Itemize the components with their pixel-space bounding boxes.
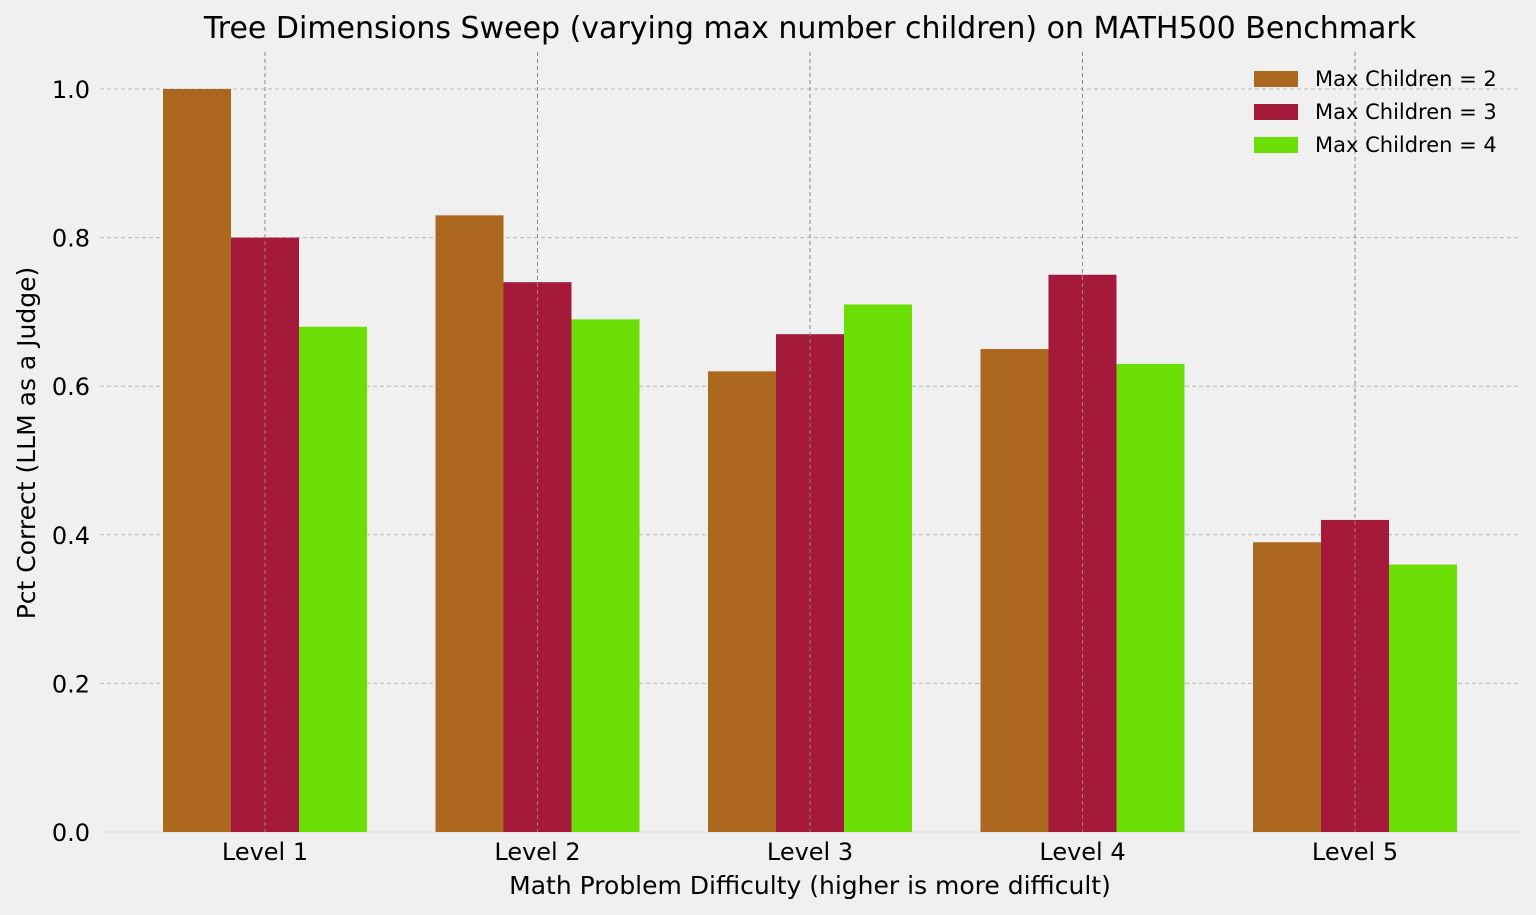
bar-2-children-level-1	[163, 89, 231, 832]
x-tick-label: Level 2	[494, 838, 580, 866]
bar-4-children-level-5	[1389, 564, 1457, 832]
x-tick-label: Level 3	[767, 838, 853, 866]
y-tick-label: 0.4	[52, 522, 90, 550]
y-tick-labels: 0.0 0.2 0.4 0.6 0.8 1.0	[52, 76, 90, 847]
bar-2-children-level-5	[1253, 542, 1321, 832]
y-tick-label: 1.0	[52, 76, 90, 104]
bar-4-children-level-1	[299, 326, 367, 832]
bar-4-children-level-3	[844, 304, 912, 833]
bar-4-children-level-2	[571, 319, 640, 833]
legend-label: Max Children = 3	[1315, 100, 1497, 124]
x-tick-label: Level 5	[1312, 838, 1398, 866]
legend-swatch	[1254, 104, 1298, 120]
bar-4-children-level-4	[1116, 363, 1185, 832]
bars	[163, 89, 1457, 833]
legend-swatch	[1254, 71, 1298, 87]
y-tick-label: 0.6	[52, 373, 90, 401]
chart-title: Tree Dimensions Sweep (varying max numbe…	[203, 11, 1417, 46]
x-tick-label: Level 1	[222, 838, 308, 866]
y-tick-label: 0.2	[52, 670, 90, 698]
legend-label: Max Children = 4	[1315, 133, 1497, 157]
vertical-grid-lines	[264, 52, 1356, 832]
bar-2-children-level-4	[980, 349, 1049, 832]
x-axis-label: Math Problem Difficulty (higher is more …	[509, 871, 1111, 900]
x-tick-label: Level 4	[1039, 838, 1125, 866]
bar-3-children-level-3	[776, 334, 844, 832]
y-axis-label: Pct Correct (LLM as a Judge)	[12, 267, 41, 620]
legend-swatch	[1254, 137, 1298, 153]
y-tick-label: 0.0	[52, 819, 90, 847]
legend-label: Max Children = 2	[1315, 67, 1497, 91]
bar-2-children-level-2	[435, 215, 504, 832]
y-tick-label: 0.8	[52, 225, 90, 253]
legend: Max Children = 2 Max Children = 3 Max Chil…	[1254, 67, 1497, 157]
bar-2-children-level-3	[708, 371, 776, 832]
x-tick-labels: Level 1 Level 2 Level 3 Level 4 Level 5	[222, 838, 1398, 866]
